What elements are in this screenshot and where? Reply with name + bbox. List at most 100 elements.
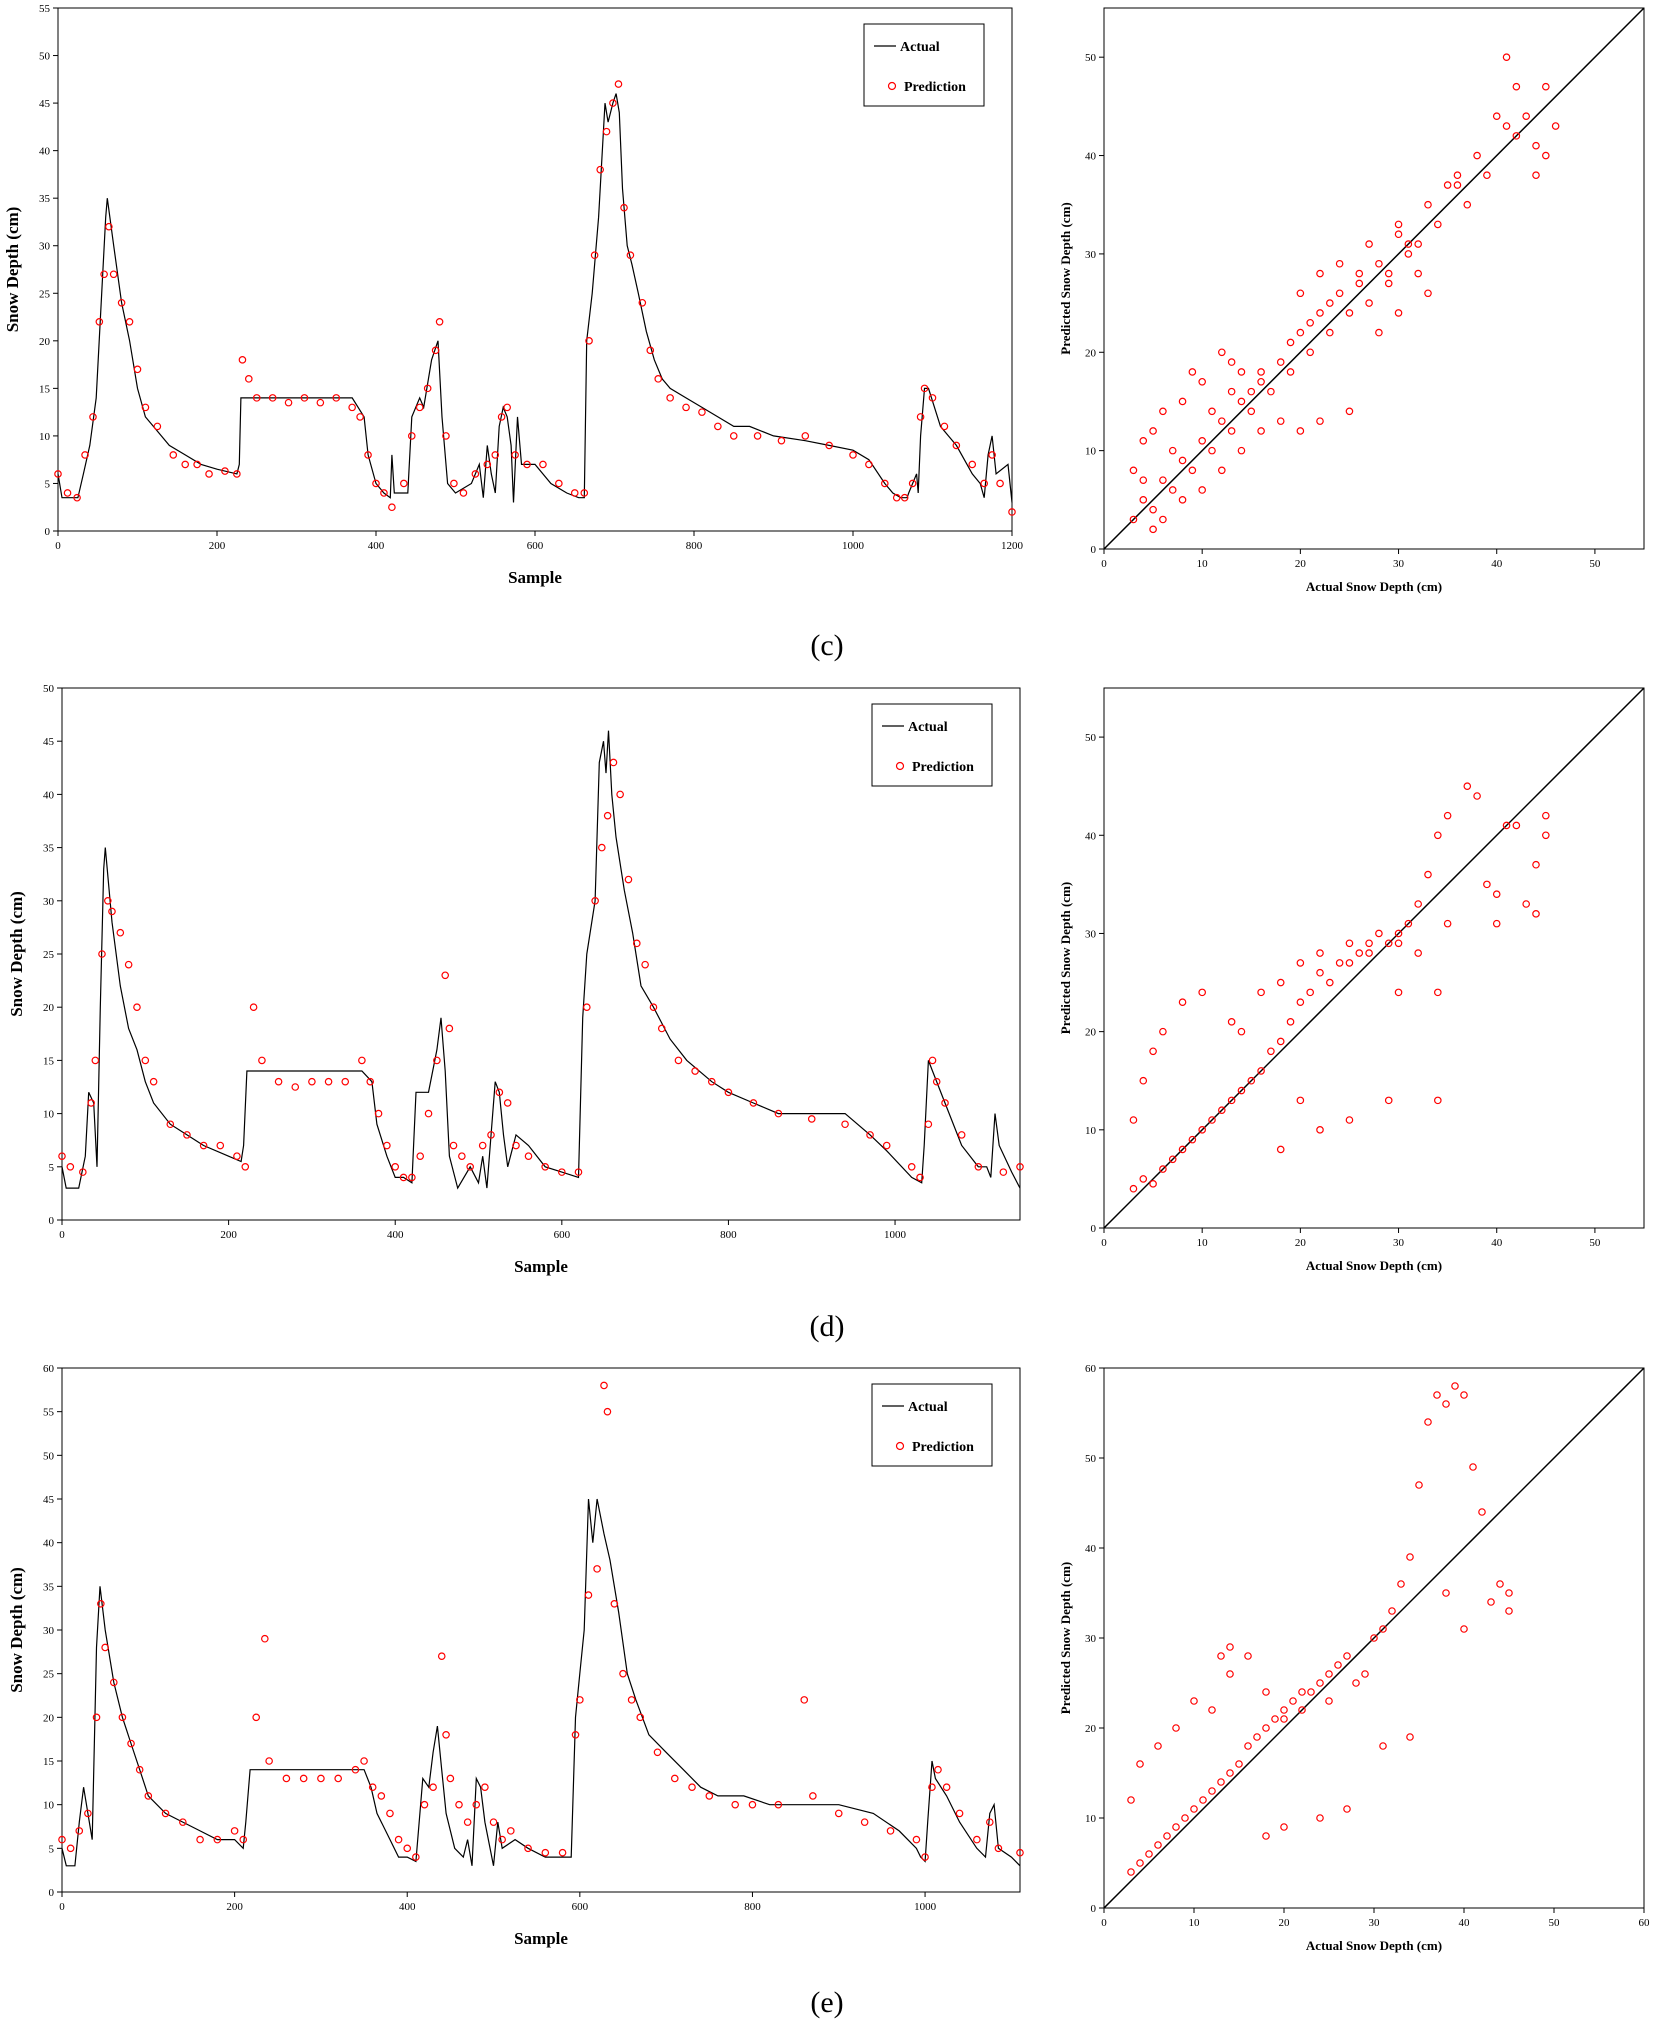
scatter-point — [1247, 1076, 1256, 1085]
scatter-point — [1542, 82, 1550, 91]
prediction-point — [424, 1109, 433, 1118]
prediction-point — [657, 1024, 666, 1033]
scatter-point — [1198, 1126, 1206, 1134]
prediction-point — [952, 441, 961, 450]
legend-box — [871, 703, 993, 787]
prediction-point — [580, 489, 589, 497]
prediction-point — [968, 460, 977, 469]
x-tick-label: 1000 — [884, 1229, 907, 1241]
scatter-point — [1296, 427, 1305, 435]
prediction-point — [955, 1809, 964, 1818]
scatter-point — [1168, 1155, 1177, 1164]
prediction-point — [84, 1809, 92, 1818]
x-tick-label: 0 — [1101, 1917, 1107, 1929]
prediction-point — [433, 1056, 441, 1065]
y-tick-label: 0 — [1091, 1223, 1097, 1235]
prediction-point — [602, 127, 611, 136]
prediction-point — [860, 1818, 869, 1826]
scatter-point — [1168, 486, 1177, 494]
legend: Actual Prediction — [871, 1383, 993, 1467]
chart-5: 0 200 400 600 800 1000 0 5 10 15 20 25 30 35 40 45 50 55 6… — [7, 1363, 1024, 1948]
scatter-point — [1453, 171, 1462, 180]
scatter-point — [1532, 141, 1540, 150]
prediction-point — [539, 460, 547, 469]
prediction-point — [620, 203, 628, 212]
scatter-point — [1434, 220, 1442, 229]
prediction-point — [394, 1835, 403, 1844]
prediction-point — [317, 1774, 325, 1783]
prediction-point — [458, 1152, 466, 1160]
prediction-point — [598, 843, 606, 852]
x-axis-label: Actual Snow Depth (cm) — [1306, 579, 1442, 594]
x-tick-label: 1000 — [842, 540, 865, 552]
prediction-point — [940, 422, 949, 431]
prediction-point — [374, 1109, 383, 1118]
scatter-point — [1433, 1391, 1441, 1399]
scatter-point — [1345, 959, 1354, 967]
scatter-point — [1139, 1175, 1148, 1183]
scatter-point — [1159, 1165, 1167, 1173]
scatter-point — [1208, 407, 1216, 416]
prediction-point — [626, 251, 635, 260]
x-tick-label: 800 — [686, 540, 703, 552]
y-tick-label: 5 — [49, 1843, 55, 1855]
prediction-point — [472, 1800, 481, 1809]
prediction-point — [89, 413, 97, 421]
prediction-point — [245, 375, 253, 383]
y-tick-label: 30 — [1085, 1633, 1097, 1645]
x-tick-label: 800 — [744, 1901, 761, 1913]
one-to-one-line — [1103, 687, 1645, 1229]
prediction-point — [705, 1792, 714, 1800]
prediction-point — [916, 413, 925, 421]
scatter-point — [1492, 112, 1501, 121]
scatter-point — [1139, 1076, 1148, 1085]
scatter-point — [1208, 1116, 1216, 1124]
prediction-point — [73, 493, 81, 502]
prediction-point — [117, 298, 126, 307]
prediction-point — [109, 1678, 118, 1687]
prediction-point — [996, 479, 1004, 488]
scatter-point — [1443, 919, 1452, 928]
scatter-point — [1365, 240, 1373, 248]
scatter-point — [1532, 860, 1540, 869]
scatter-point — [1522, 112, 1530, 121]
prediction-point — [729, 432, 738, 440]
scatter-point — [1247, 387, 1256, 396]
y-tick-label: 35 — [43, 843, 55, 855]
scatter-point — [1316, 417, 1324, 425]
prediction-point — [431, 346, 440, 355]
prediction-point — [585, 337, 593, 345]
scatter-point — [1424, 200, 1432, 209]
scatter-point — [1352, 1679, 1360, 1687]
scatter-point — [1159, 1027, 1167, 1036]
scatter-point — [1257, 427, 1265, 435]
prediction-point — [300, 394, 309, 402]
scatter-point — [1237, 1086, 1246, 1095]
prediction-point — [125, 317, 134, 326]
scatter-point — [1127, 1868, 1135, 1876]
prediction-point — [841, 1120, 849, 1129]
prediction-point — [466, 1163, 474, 1171]
prediction-point — [988, 451, 996, 459]
prediction-point — [777, 436, 786, 445]
prediction-point — [774, 1109, 783, 1118]
prediction-point — [503, 403, 511, 412]
prediction-point — [118, 1713, 127, 1722]
scatter-point — [1280, 1823, 1288, 1831]
y-tick-label: 10 — [1085, 1125, 1097, 1137]
y-axis-label: Predicted Snow Depth (cm) — [1058, 202, 1073, 355]
prediction-point — [506, 1827, 515, 1835]
prediction-point — [141, 1056, 150, 1065]
prediction-point — [400, 479, 408, 488]
scatter-point — [1394, 939, 1403, 948]
prediction-point — [316, 398, 325, 407]
x-tick-label: 1200 — [1001, 540, 1024, 552]
scatter-point — [1335, 959, 1344, 967]
legend-prediction-label: Prediction — [912, 760, 974, 775]
scatter-point — [1375, 929, 1383, 938]
x-axis-label: Sample — [514, 1257, 568, 1276]
scatter-point — [1316, 1126, 1324, 1134]
prediction-point — [181, 460, 190, 469]
prediction-point — [348, 403, 356, 412]
prediction-point — [66, 1844, 75, 1853]
